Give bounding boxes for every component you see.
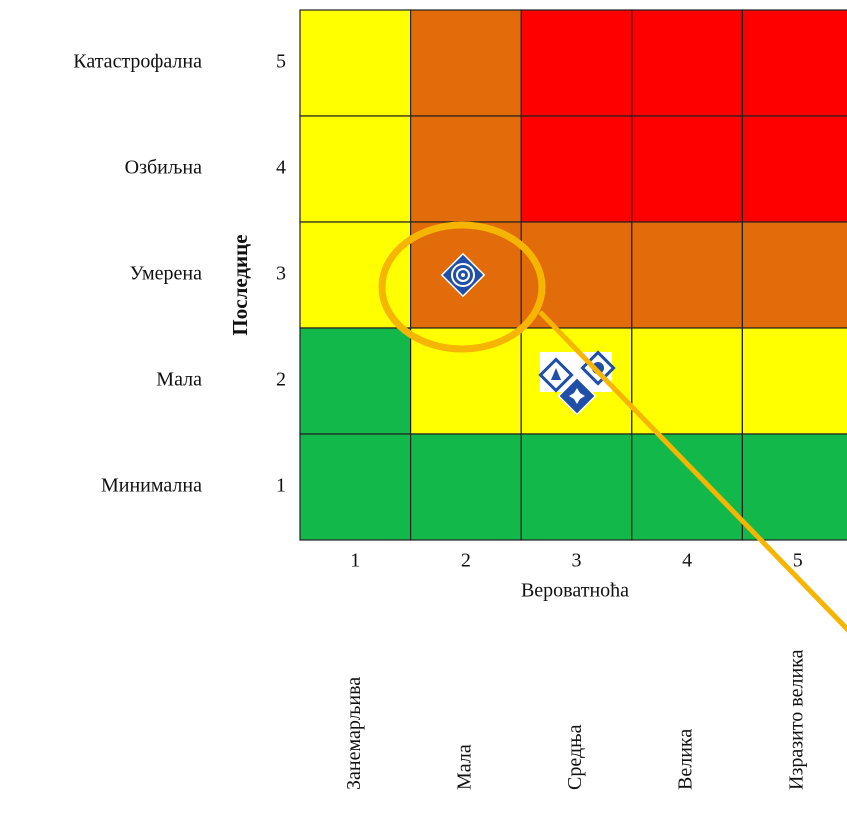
y-level-label: Озбиљна: [125, 157, 202, 179]
y-level-label: Минимална: [101, 475, 202, 497]
x-level-label: Изразито велика: [785, 649, 807, 790]
y-level-number: 4: [276, 157, 286, 179]
matrix-cell: [410, 9, 522, 117]
matrix-cell: [741, 9, 847, 117]
matrix-cell: [299, 327, 412, 435]
x-level-label: Велика: [675, 729, 697, 790]
y-level-number: 1: [276, 475, 286, 497]
y-level-label: Катастрофална: [73, 51, 202, 73]
y-level-number: 2: [276, 369, 286, 391]
matrix-cell: [741, 115, 847, 223]
y-level-number: 3: [276, 263, 286, 285]
x-level-label: Мала: [453, 744, 475, 790]
matrix-cell: [631, 9, 743, 117]
matrix-cell: [631, 115, 743, 223]
x-level-label: Средња: [564, 724, 586, 790]
marker-group: [538, 350, 616, 416]
matrix-cell: [631, 433, 743, 541]
y-level-number: 5: [276, 51, 286, 73]
matrix-cell: [741, 433, 847, 541]
y-level-label: Мала: [156, 369, 202, 391]
matrix-cell: [741, 221, 847, 329]
matrix-cell: [631, 327, 743, 435]
matrix-cell: [410, 115, 522, 223]
matrix-cell: [741, 327, 847, 435]
x-level-number: 2: [461, 550, 471, 572]
matrix-cell: [520, 433, 633, 541]
highlight-pointer: [538, 310, 847, 633]
x-level-number: 4: [682, 550, 692, 572]
matrix-cell: [520, 9, 633, 117]
matrix-cell: [520, 115, 633, 223]
y-axis-title: Последице: [228, 234, 252, 335]
matrix-cell: [299, 9, 412, 117]
x-level-number: 1: [350, 550, 360, 572]
matrix-cell: [299, 221, 412, 329]
matrix-cell: [299, 433, 412, 541]
highlight-circle: [378, 221, 546, 353]
matrix-cell: [299, 115, 412, 223]
x-level-number: 3: [572, 550, 582, 572]
matrix-cell: [410, 433, 522, 541]
x-axis-title: Вероватноћа: [521, 580, 629, 602]
matrix-cell: [631, 221, 743, 329]
marker-single: [440, 252, 486, 298]
y-level-label: Умерена: [130, 263, 203, 285]
x-level-label: Занемарљива: [343, 677, 365, 790]
x-level-number: 5: [793, 550, 803, 572]
